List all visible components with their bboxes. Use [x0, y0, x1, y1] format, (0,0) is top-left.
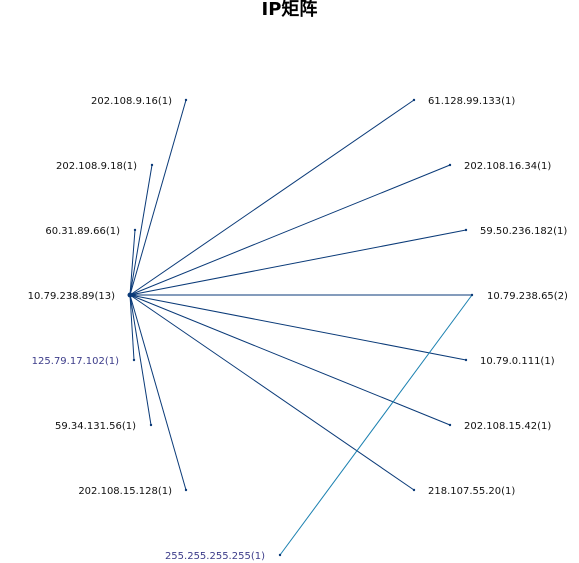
node-label-l5: 59.34.131.56(1): [55, 421, 136, 432]
edge-center-l2: [129, 164, 153, 296]
chart-title: IP矩阵: [261, 0, 318, 20]
node-dot-r6: [448, 423, 452, 427]
node-label-r2: 202.108.16.34(1): [464, 161, 551, 172]
node-label-r1: 61.128.99.133(1): [428, 96, 515, 107]
edge-center-r6: [129, 294, 451, 426]
node-dot-l5: [149, 423, 153, 427]
node-dot-center: [127, 292, 133, 298]
node-dot-l4: [132, 358, 136, 362]
node-dot-r4: [470, 293, 474, 297]
node-dot-r1: [412, 98, 416, 102]
edge-center-r3: [129, 229, 467, 296]
edge-center-r5: [129, 294, 467, 361]
edge-r4-b1: [279, 294, 473, 556]
node-label-b1: 255.255.255.255(1): [165, 551, 265, 562]
node-label-center: 10.79.238.89(13): [28, 291, 115, 302]
node-dot-r3: [464, 228, 468, 232]
node-dot-l3: [133, 228, 137, 232]
node-dot-b1: [278, 553, 282, 557]
node-label-r6: 202.108.15.42(1): [464, 421, 551, 432]
node-label-l4: 125.79.17.102(1): [32, 356, 119, 367]
node-label-l6: 202.108.15.128(1): [78, 486, 172, 497]
node-dot-l1: [184, 98, 188, 102]
edge-center-l4: [129, 294, 135, 361]
node-label-l3: 60.31.89.66(1): [45, 226, 120, 237]
edge-center-l1: [129, 99, 187, 296]
node-label-r7: 218.107.55.20(1): [428, 486, 515, 497]
node-label-r5: 10.79.0.111(1): [480, 356, 555, 367]
edge-center-l5: [129, 294, 152, 426]
node-label-r3: 59.50.236.182(1): [480, 226, 567, 237]
node-dot-l2: [150, 163, 154, 167]
edge-center-l3: [129, 229, 136, 296]
node-dot-l6: [184, 488, 188, 492]
edge-center-l6: [129, 294, 187, 491]
node-label-l1: 202.108.9.16(1): [91, 96, 172, 107]
edge-center-r2: [129, 164, 451, 296]
edge-center-r1: [129, 99, 415, 296]
edge-center-r7: [129, 294, 415, 491]
node-dot-r2: [448, 163, 452, 167]
node-label-l2: 202.108.9.18(1): [56, 161, 137, 172]
node-dot-r7: [412, 488, 416, 492]
node-label-r4: 10.79.238.65(2): [487, 291, 568, 302]
node-dot-r5: [464, 358, 468, 362]
